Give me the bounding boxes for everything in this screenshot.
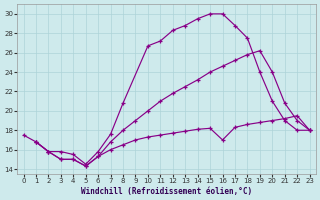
- X-axis label: Windchill (Refroidissement éolien,°C): Windchill (Refroidissement éolien,°C): [81, 187, 252, 196]
